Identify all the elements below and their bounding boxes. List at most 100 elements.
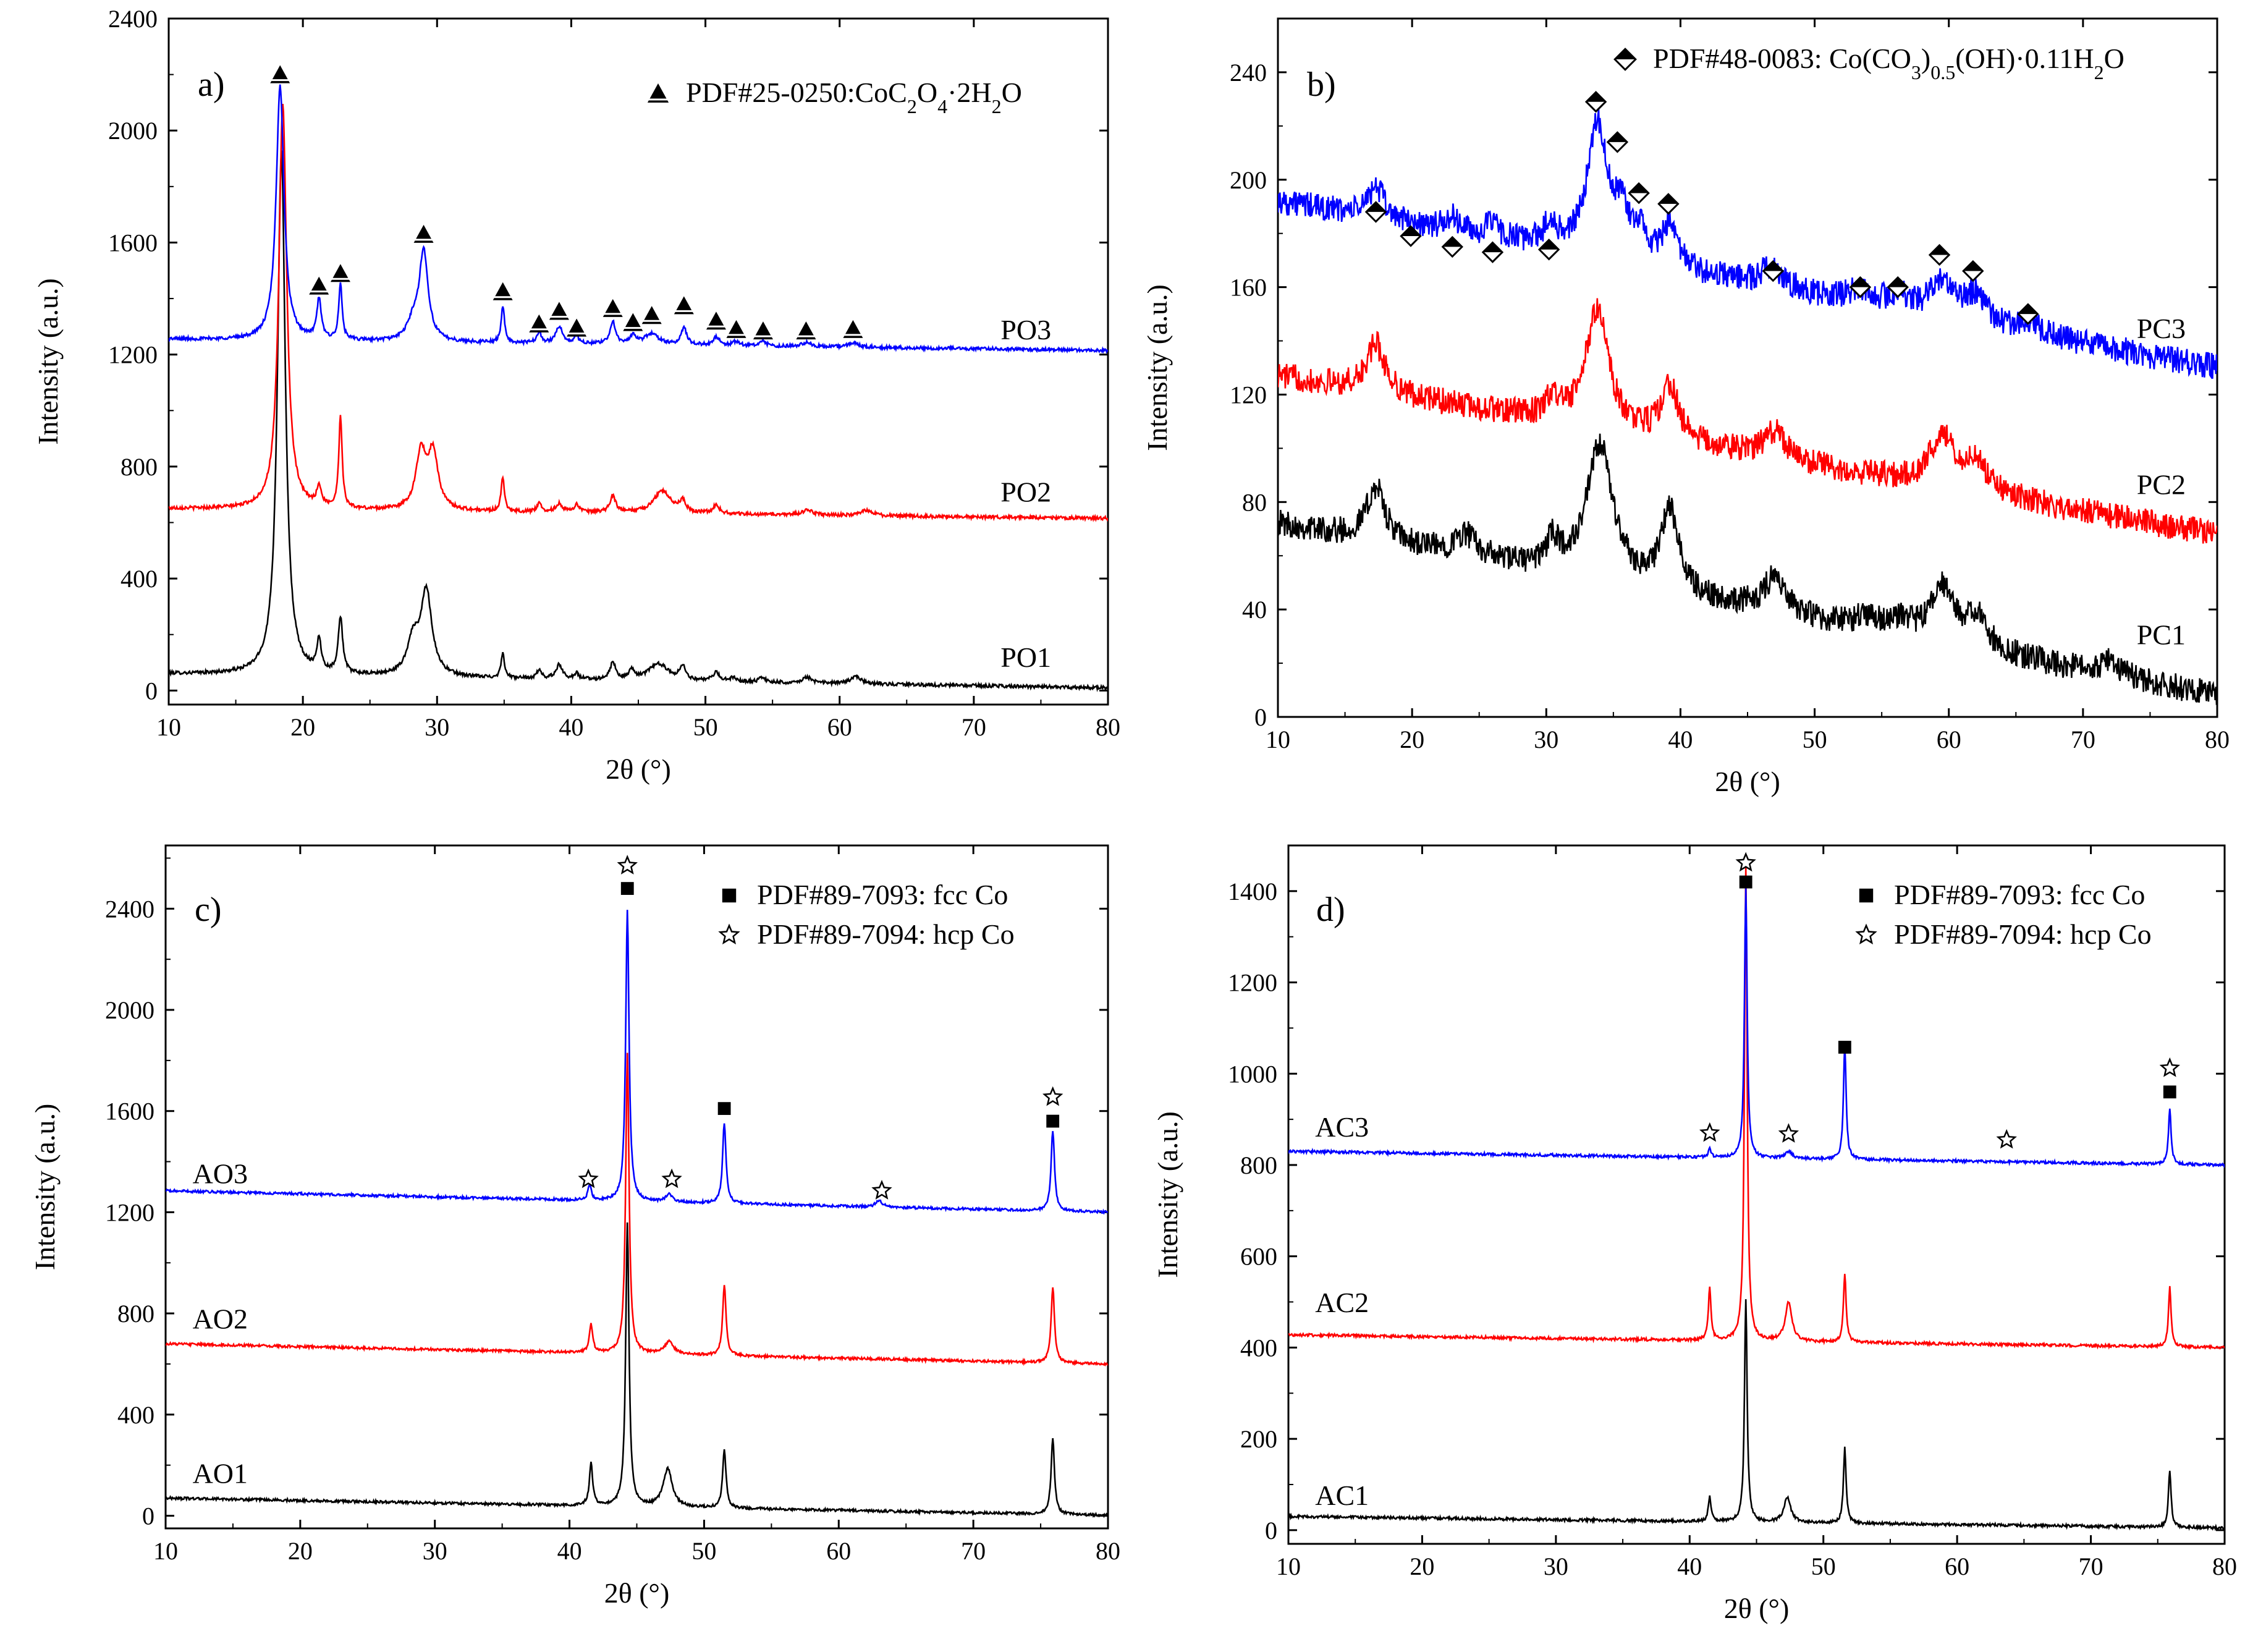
x-tick-label: 20 xyxy=(1410,1552,1434,1580)
y-tick-label: 400 xyxy=(117,1401,154,1429)
plot-frame xyxy=(1287,844,2226,1545)
triangle-peak-marker xyxy=(549,302,569,320)
triangle-peak-marker xyxy=(726,320,746,338)
x-axis-title: 2θ (°) xyxy=(1715,766,1780,797)
x-tick-label: 40 xyxy=(557,1537,582,1565)
triangle-peak-marker xyxy=(413,224,434,243)
series-label-PO3: PO3 xyxy=(1000,314,1051,345)
x-tick-label: 30 xyxy=(1544,1552,1568,1580)
x-axis-title: 2θ (°) xyxy=(604,1577,670,1609)
diamond-peak-marker xyxy=(1849,276,1872,299)
panel-b: 10 20 30 40 50 60 70 80 0 40 80 120 160 200 240 2θ (°) I… xyxy=(1141,17,2230,797)
x-tick-label: 60 xyxy=(827,713,852,741)
x-tick-label: 20 xyxy=(1400,726,1424,753)
series-line-AO3 xyxy=(166,910,1108,1215)
diamond-peak-marker xyxy=(1606,131,1629,153)
y-tick-label: 80 xyxy=(1242,488,1267,516)
panel-c: 10 20 30 40 50 60 70 80040080012001600200024002… xyxy=(29,844,1120,1609)
x-tick-label: 70 xyxy=(2071,726,2095,753)
legend-text: PDF#48-0083: Co(CO3)0.5(OH)·0.11H2O xyxy=(1653,43,2125,83)
y-axis-title: Intensity (a.u.) xyxy=(32,278,64,445)
x-tick-label: 50 xyxy=(1811,1552,1836,1580)
y-tick-label: 800 xyxy=(1240,1151,1277,1179)
y-tick-label: 240 xyxy=(1230,59,1267,87)
y-tick-label: 160 xyxy=(1230,274,1267,302)
x-tick-label: 30 xyxy=(425,713,449,741)
y-tick-label: 200 xyxy=(1230,166,1267,194)
x-tick-label: 70 xyxy=(962,713,986,741)
panel-label: c) xyxy=(195,891,222,929)
star-peak-marker xyxy=(871,1180,892,1200)
series-line-AC1 xyxy=(1288,1299,2225,1531)
y-tick-label: 1600 xyxy=(108,229,158,256)
panel-a: 10 20 30 40 50 60 70 80040080012001600200024002… xyxy=(32,5,1120,785)
panel-d: 10 20 30 40 50 60 70 80020040060080010001200140… xyxy=(1152,844,2237,1624)
x-tick-label: 50 xyxy=(1803,726,1827,753)
series-line-AC2 xyxy=(1288,867,2225,1351)
x-tick-label: 80 xyxy=(2205,726,2230,753)
square-peak-marker xyxy=(2163,1085,2176,1099)
series-label-AC2: AC2 xyxy=(1315,1287,1369,1318)
triangle-peak-marker xyxy=(330,264,350,282)
x-tick-label: 30 xyxy=(1534,726,1558,753)
series-line-PC2 xyxy=(1278,298,2217,544)
y-tick-label: 120 xyxy=(1230,381,1267,409)
legend-star-marker xyxy=(718,923,740,945)
triangle-peak-marker xyxy=(602,299,623,317)
series-line-PC3 xyxy=(1278,109,2217,379)
square-peak-marker xyxy=(1838,1041,1851,1054)
diamond-peak-marker xyxy=(1762,260,1784,282)
legend-text: PDF#89-7093: fcc Co xyxy=(757,879,1008,910)
y-tick-label: 800 xyxy=(120,453,158,481)
diamond-peak-marker xyxy=(1537,239,1560,261)
series-label-AC1: AC1 xyxy=(1315,1480,1369,1511)
series-line-PO3 xyxy=(169,84,1108,354)
y-tick-label: 2000 xyxy=(108,117,158,145)
diamond-peak-marker xyxy=(1928,244,1951,266)
star-peak-marker xyxy=(661,1168,682,1188)
y-tick-label: 0 xyxy=(142,1502,154,1530)
x-tick-label: 10 xyxy=(156,713,181,741)
series-label-PC1: PC1 xyxy=(2137,619,2186,651)
y-axis-title: Intensity (a.u.) xyxy=(1152,1111,1183,1278)
x-tick-label: 60 xyxy=(1937,726,1961,753)
x-tick-label: 10 xyxy=(1266,726,1290,753)
star-peak-marker xyxy=(2159,1057,2181,1077)
legend-star-marker xyxy=(1855,923,1877,945)
y-tick-label: 0 xyxy=(1254,703,1267,731)
diamond-peak-marker xyxy=(1962,260,1984,282)
series-line-PO1 xyxy=(169,150,1108,693)
triangle-peak-marker xyxy=(706,311,726,330)
x-tick-label: 40 xyxy=(1677,1552,1702,1580)
x-tick-label: 20 xyxy=(290,713,315,741)
star-peak-marker xyxy=(617,855,638,875)
x-tick-label: 10 xyxy=(153,1537,178,1565)
legend-text: PDF#25-0250:CoC2O4·2H2O xyxy=(686,77,1022,117)
x-tick-label: 80 xyxy=(1096,713,1120,741)
x-tick-label: 40 xyxy=(1668,726,1693,753)
x-tick-label: 10 xyxy=(1276,1552,1301,1580)
triangle-peak-marker xyxy=(843,320,863,338)
x-tick-label: 20 xyxy=(288,1537,313,1565)
diamond-peak-marker xyxy=(2017,303,2039,325)
legend-text: PDF#89-7093: fcc Co xyxy=(1894,879,2145,910)
triangle-peak-marker xyxy=(641,306,662,324)
triangle-peak-marker xyxy=(753,321,773,340)
x-tick-label: 50 xyxy=(693,713,718,741)
star-peak-marker xyxy=(1699,1122,1720,1142)
y-tick-label: 1000 xyxy=(1228,1060,1277,1088)
series-label-AO3: AO3 xyxy=(193,1158,248,1189)
x-axis-title: 2θ (°) xyxy=(1724,1593,1790,1624)
triangle-peak-marker xyxy=(270,65,290,83)
diamond-peak-marker xyxy=(1364,201,1387,223)
series-line-PC1 xyxy=(1278,433,2217,706)
panel-label: b) xyxy=(1307,66,1336,104)
y-tick-label: 200 xyxy=(1240,1425,1277,1453)
panel-label: a) xyxy=(198,66,225,104)
y-tick-label: 0 xyxy=(1265,1517,1277,1544)
star-peak-marker xyxy=(1042,1086,1063,1106)
x-tick-label: 70 xyxy=(2079,1552,2103,1580)
diamond-peak-marker xyxy=(1441,235,1464,258)
series-label-AO2: AO2 xyxy=(193,1303,248,1335)
